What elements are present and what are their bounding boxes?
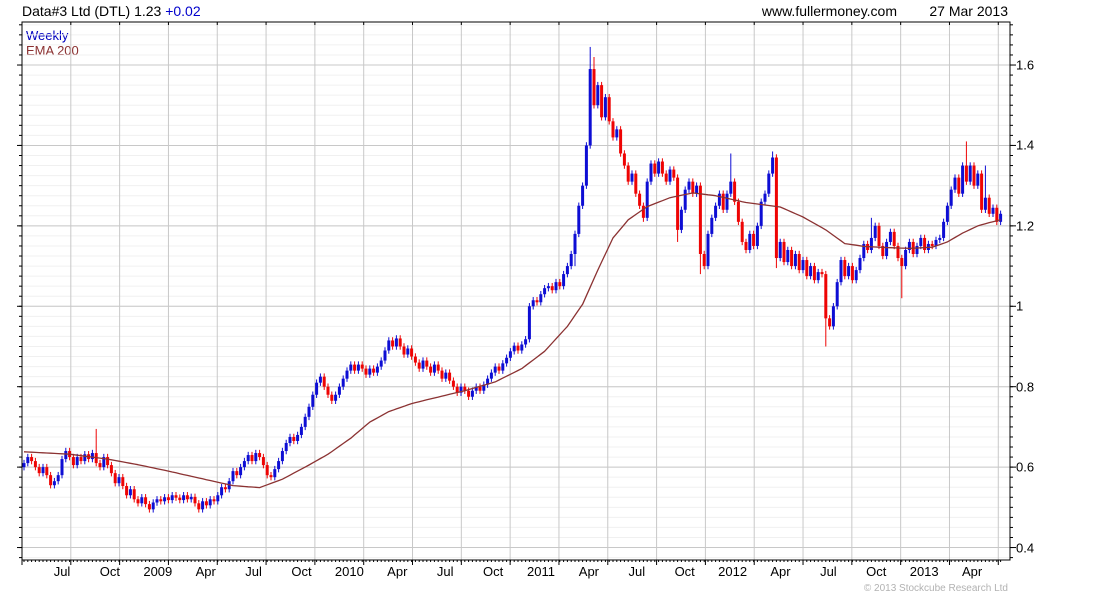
y-axis-label: 1.4 — [1016, 137, 1035, 153]
candlesticks — [22, 46, 1003, 513]
chart-header: Data#3 Ltd (DTL) 1.23 +0.02 — [22, 3, 201, 19]
price-change: +0.02 — [165, 3, 201, 19]
gridlines — [22, 22, 1010, 560]
legend-ema: EMA 200 — [26, 43, 79, 58]
x-axis-label: Jul — [53, 564, 71, 579]
x-axis-label: 2012 — [718, 564, 748, 579]
x-axis-label: Oct — [291, 564, 312, 579]
legend-timeframe: Weekly — [26, 28, 69, 43]
x-axis-label: Oct — [674, 564, 695, 579]
plot-border — [17, 21, 1016, 565]
x-axis-label: Apr — [961, 564, 983, 579]
x-axis-label: Oct — [866, 564, 887, 579]
x-axis-label: Oct — [99, 564, 121, 579]
x-axis-label: Oct — [482, 564, 504, 579]
chart-date: 27 Mar 2013 — [929, 3, 1008, 19]
instrument-name: Data#3 Ltd (DTL) — [22, 3, 131, 19]
x-axis-label: Jul — [245, 564, 262, 579]
x-axis-label: 2009 — [143, 564, 173, 579]
x-axis-label: Apr — [387, 564, 408, 579]
x-axis-label: 2013 — [909, 564, 939, 579]
x-axis-label: Jul — [436, 564, 454, 579]
y-axis-label: 1.6 — [1016, 57, 1035, 73]
y-axis-label: 0.4 — [1016, 540, 1035, 556]
x-axis-label: 2011 — [527, 564, 555, 579]
chart-legend: Weekly EMA 200 — [26, 28, 79, 58]
y-axis-label: 0.8 — [1016, 379, 1035, 395]
x-axis-label: Jul — [820, 564, 837, 579]
x-axis-label: Apr — [578, 564, 600, 579]
y-axis-label: 1.2 — [1016, 218, 1035, 234]
x-axis-label: Apr — [770, 564, 791, 579]
last-price: 1.23 — [134, 3, 162, 19]
x-axis-label: Jul — [628, 564, 646, 579]
y-axis-label: 0.6 — [1016, 459, 1035, 475]
y-axis-label: 1 — [1016, 298, 1024, 314]
copyright-notice: © 2013 Stockcube Research Ltd — [863, 583, 1008, 594]
x-axis-label: 2010 — [334, 564, 364, 579]
x-axis-label: Apr — [195, 564, 216, 579]
ema-line — [23, 192, 1001, 489]
site-link[interactable]: www.fullermoney.com — [761, 3, 897, 19]
